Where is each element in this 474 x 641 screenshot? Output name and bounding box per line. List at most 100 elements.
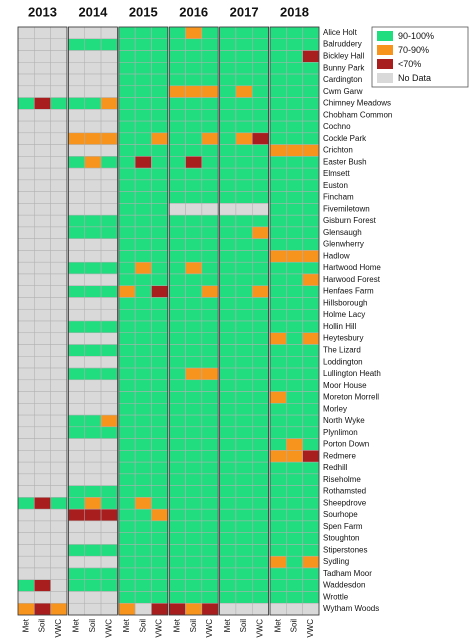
cell [201,238,219,251]
cell [302,414,320,428]
cell [168,97,186,110]
legend-swatch [377,59,393,69]
cell [168,438,186,451]
cell [168,120,186,134]
cell [100,414,118,428]
cell [219,555,237,569]
cell [34,473,51,486]
cell [219,85,237,98]
cell [252,273,269,286]
cell [17,238,35,251]
cell [269,97,287,110]
cell [168,367,186,381]
cell [17,320,35,334]
cell [68,26,85,40]
cell [269,379,287,392]
cell [100,403,118,416]
cell [151,414,169,428]
cell [100,438,118,451]
cell [34,297,51,310]
cell [134,120,152,134]
cell [252,132,269,145]
cell [118,567,136,580]
cell [286,226,303,239]
cell [219,450,237,463]
cell [235,508,253,522]
cell [201,544,219,557]
cell [252,438,269,451]
cell [118,120,136,134]
year-label: 2017 [230,4,259,19]
cell [151,356,169,369]
cell [50,109,68,122]
cell [134,497,152,510]
cell [235,367,253,381]
cell [68,320,85,334]
cell [151,285,169,298]
cell [68,85,85,98]
cell [219,579,237,592]
cell [168,226,186,239]
cell [17,132,35,145]
cell [118,73,136,87]
cell [100,532,118,545]
cell [118,214,136,228]
cell [34,38,51,51]
column-label: Soil [239,619,248,633]
cell [151,191,169,204]
cell [68,379,85,392]
cell [34,332,51,345]
cell [84,214,102,228]
column-label: Met [72,618,81,632]
cell [286,450,303,463]
cell [286,203,303,216]
cell [118,520,136,533]
cell [269,591,287,604]
cell [185,591,203,604]
cell [185,320,203,334]
cell [168,73,186,87]
cell [118,414,136,428]
cell [50,332,68,345]
site-label: Redhill [323,463,348,472]
cell [100,320,118,334]
cell [286,97,303,110]
cell [118,508,136,522]
cell [68,191,85,204]
site-label: Wrottle [323,592,349,601]
cell [34,132,51,145]
cell [302,532,320,545]
cell [286,532,303,545]
cell [235,226,253,239]
cell [68,367,85,381]
cell [68,214,85,228]
cell [219,320,237,334]
cell [84,367,102,381]
cell [168,167,186,181]
cell [219,473,237,486]
cell [219,356,237,369]
cell [50,120,68,134]
cell [252,497,269,510]
cell [134,226,152,239]
cell [34,156,51,169]
cell [34,438,51,451]
cell [235,544,253,557]
cell [201,473,219,486]
cell [118,109,136,122]
cell [34,391,51,404]
cell [286,120,303,134]
site-label: Waddesdon [323,581,365,590]
cell [269,285,287,298]
site-label: Euston [323,181,348,190]
cell [50,426,68,439]
cell [68,579,85,592]
cell [100,273,118,286]
cell [201,97,219,110]
cell [151,508,169,522]
site-label: Gisburn Forest [323,216,377,225]
cell [84,226,102,239]
cell [100,285,118,298]
cell [134,508,152,522]
cell [269,132,287,145]
